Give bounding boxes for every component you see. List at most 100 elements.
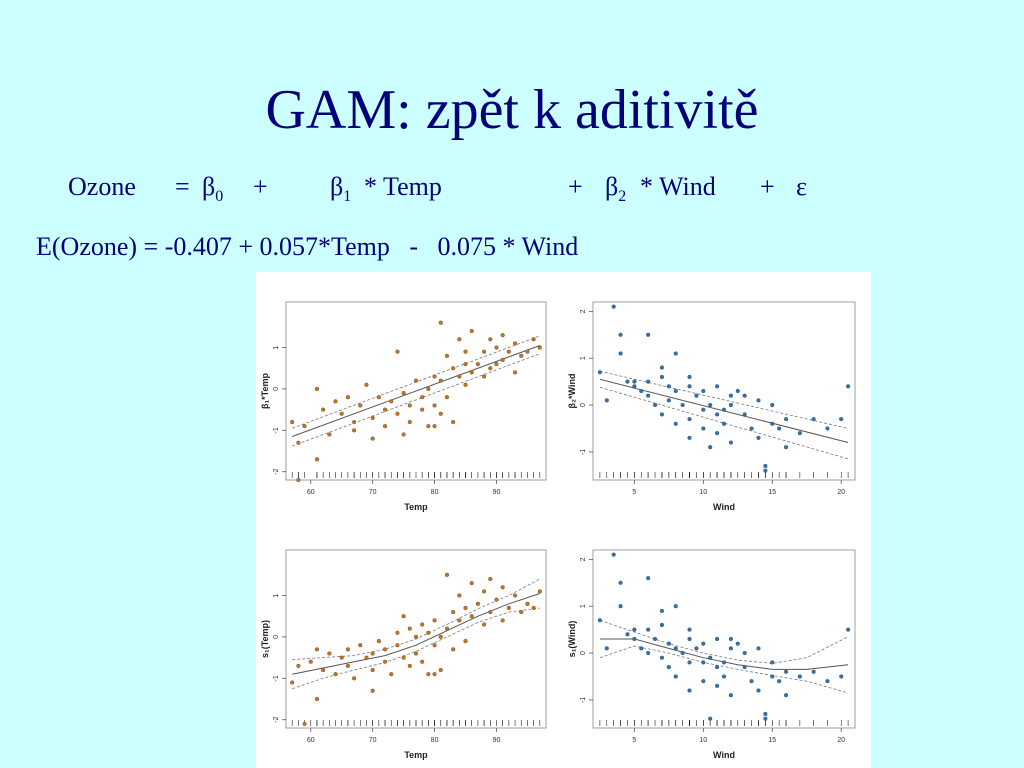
data-point [770, 660, 775, 665]
data-point [756, 398, 761, 403]
data-point [525, 349, 530, 354]
data-point [784, 417, 789, 422]
data-point [519, 353, 524, 358]
y-axis-label: s₁(Temp) [260, 620, 270, 658]
data-point [604, 398, 609, 403]
data-point [321, 667, 326, 673]
data-point [401, 391, 406, 396]
data-point [401, 655, 406, 660]
data-point [463, 605, 468, 611]
data-point [749, 679, 754, 684]
data-point [728, 393, 733, 398]
data-point [846, 384, 851, 389]
slide-title: GAM: zpět k aditivitě [265, 79, 759, 141]
data-point [401, 432, 406, 437]
data-point [370, 651, 375, 656]
plot-smooth-temp: 60 70 80 90 -2 -1 0 1 Temp s₁(Temp) [260, 549, 547, 760]
data-point [756, 646, 761, 651]
data-point [302, 424, 307, 429]
data-point [382, 659, 388, 664]
y-tick-label: -1 [273, 675, 280, 681]
data-point [611, 304, 616, 309]
data-point [432, 643, 437, 648]
data-point [432, 374, 437, 379]
data-point [512, 593, 518, 598]
x-tick-label: 90 [493, 489, 501, 496]
data-point [407, 663, 412, 668]
x-tick-label: 80 [431, 737, 439, 744]
data-point [500, 585, 505, 590]
data-point [382, 424, 388, 429]
data-point [797, 431, 802, 436]
data-point [333, 399, 338, 404]
data-point [749, 426, 754, 431]
data-point [500, 618, 505, 623]
data-point [494, 345, 499, 350]
data-point [701, 679, 706, 684]
data-point [708, 445, 713, 450]
x-tick-label: 10 [699, 489, 707, 496]
data-point [659, 374, 664, 379]
data-point [463, 639, 468, 644]
upper-confidence-band [292, 578, 540, 661]
x-axis-label: Temp [404, 750, 428, 760]
data-point [488, 576, 493, 582]
beta2-symbol: β [605, 172, 619, 201]
x-tick-label: 10 [699, 737, 707, 744]
data-point [742, 393, 747, 398]
data-point [653, 403, 658, 408]
data-point [721, 674, 727, 679]
data-point [482, 374, 487, 379]
equation-plus-1: + [253, 172, 268, 201]
data-point [302, 721, 307, 726]
data-point [784, 669, 789, 674]
y-axis-label: s₁(Wind) [567, 621, 577, 658]
data-point [506, 349, 511, 354]
y-axis-label: β₁*Temp [260, 372, 270, 409]
equation-plus-3: + [760, 172, 775, 201]
y-tick-label: 2 [580, 557, 587, 561]
data-point [687, 374, 692, 379]
data-point [632, 384, 637, 389]
data-point [488, 610, 493, 615]
data-point [839, 674, 844, 679]
beta0-subscript: 0 [215, 188, 224, 206]
lower-confidence-band [599, 386, 849, 460]
data-point [597, 618, 602, 623]
data-point [687, 688, 692, 693]
fitted-line [292, 345, 540, 437]
upper-confidence-band [599, 619, 849, 664]
y-tick-label: -2 [273, 717, 280, 723]
y-tick-label: 0 [273, 387, 280, 391]
x-axis-label: Wind [713, 750, 735, 760]
data-point [632, 627, 637, 632]
data-point [531, 605, 536, 611]
data-point [314, 386, 320, 391]
equation-equals: = [175, 172, 190, 201]
data-point [625, 379, 630, 384]
data-point [314, 457, 320, 462]
data-point [290, 419, 295, 425]
beta1-term: β1 [330, 172, 351, 206]
data-point [811, 669, 816, 674]
data-point [420, 395, 425, 400]
data-point [482, 589, 487, 594]
data-point [482, 622, 487, 627]
data-point [451, 366, 456, 371]
beta0-symbol: β [202, 172, 216, 201]
data-point [687, 660, 692, 665]
data-point [506, 605, 511, 611]
data-point [296, 440, 301, 445]
data-point [327, 651, 332, 656]
plot-frame [592, 301, 856, 481]
data-point [680, 403, 685, 408]
epsilon-symbol: ε [796, 172, 807, 201]
data-point [701, 388, 706, 394]
data-point [777, 679, 782, 684]
y-tick-label: 0 [580, 651, 587, 655]
data-point [646, 379, 651, 384]
data-point [488, 337, 493, 342]
data-point [728, 636, 733, 642]
data-point [715, 384, 720, 389]
data-point [364, 655, 369, 660]
